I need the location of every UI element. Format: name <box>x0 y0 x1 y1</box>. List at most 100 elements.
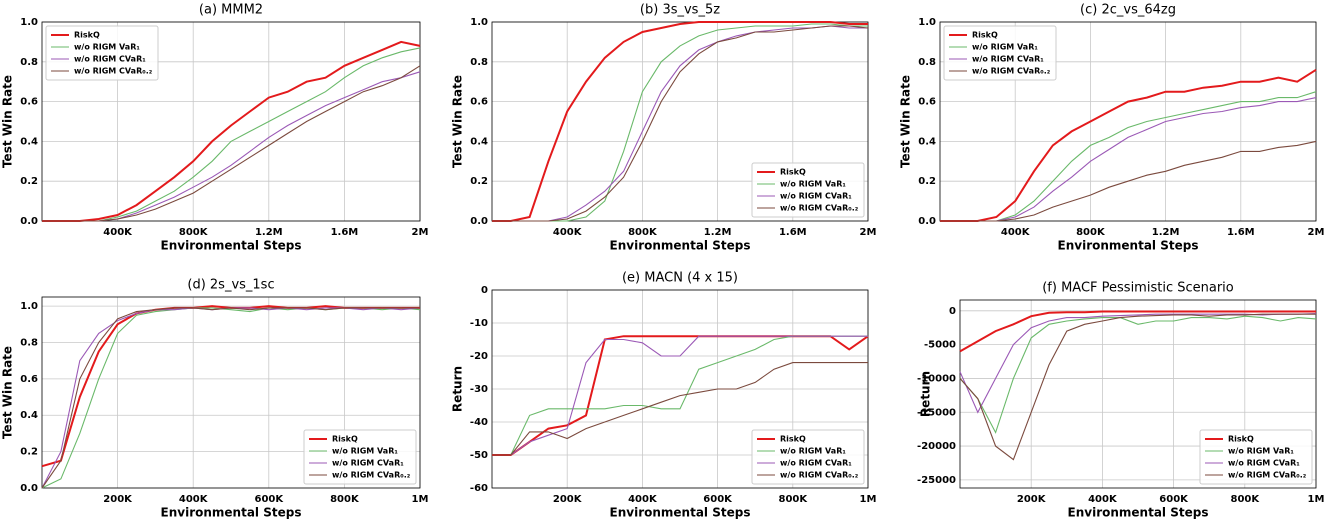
x-axis-label: Environmental Steps <box>1058 239 1199 253</box>
y-tick-label: 0.2 <box>20 176 38 187</box>
x-axis-label: Environmental Steps <box>610 239 751 253</box>
y-axis-label: Test Win Rate <box>899 75 913 168</box>
y-tick-label: -60 <box>470 483 488 494</box>
y-tick-label: -25000 <box>917 475 956 486</box>
legend-label: RiskQ <box>780 435 806 444</box>
plot-frame <box>41 21 421 222</box>
y-tick-label: 1.0 <box>20 17 38 28</box>
y-axis-label: Test Win Rate <box>451 75 465 168</box>
y-tick-label: 0.6 <box>918 97 936 108</box>
panel: (f) MACF Pessimistic Scenario Environment… <box>917 281 1324 520</box>
legend-label: w/o RIGM CVaR₁ <box>780 192 852 201</box>
y-tick-label: 0.0 <box>20 483 38 494</box>
series-line <box>42 40 421 222</box>
y-axis-label: Return <box>919 371 933 417</box>
legend-box <box>45 25 159 81</box>
series-line <box>492 25 869 222</box>
series-line <box>940 140 1317 222</box>
series-line <box>42 65 421 222</box>
series-line <box>940 68 1317 222</box>
y-tick-label: -50 <box>470 450 488 461</box>
y-tick-label: -10 <box>470 318 488 329</box>
legend-label: w/o RIGM CVaR₀.₂ <box>74 67 153 76</box>
y-axis-label: Test Win Rate <box>1 346 15 439</box>
x-tick-label: 200K <box>1017 494 1047 505</box>
plot-frame <box>41 296 421 489</box>
x-tick-label: 400K <box>1001 227 1031 238</box>
legend-box <box>303 429 417 485</box>
x-tick-label: 1.6M <box>331 227 359 238</box>
legend-label: RiskQ <box>972 31 998 40</box>
y-tick-label: 0.4 <box>20 410 38 421</box>
series-line <box>959 312 1317 414</box>
plot-frame <box>491 289 869 489</box>
legend-label: RiskQ <box>332 435 358 444</box>
panel: (b) 3s_vs_5z Environmental Steps Test Win … <box>451 3 877 253</box>
panel-title: (c) 2c_vs_64zg <box>1080 3 1176 18</box>
x-tick-label: 600K <box>703 494 733 505</box>
legend-label: w/o RIGM CVaR₁ <box>1228 459 1300 468</box>
x-tick-label: 2M <box>860 227 877 238</box>
x-tick-label: 400K <box>1088 494 1118 505</box>
legend-label: w/o RIGM CVaR₁ <box>780 459 852 468</box>
x-tick-label: 1.6M <box>1227 227 1255 238</box>
y-tick-label: 0.0 <box>918 216 936 227</box>
legend-label: RiskQ <box>1228 435 1254 444</box>
series-line <box>492 362 868 456</box>
legend-label: RiskQ <box>74 31 100 40</box>
y-tick-label: 1.0 <box>918 17 936 28</box>
y-tick-label: 0.6 <box>470 97 488 108</box>
panel-title: (f) MACF Pessimistic Scenario <box>1042 281 1234 296</box>
series-line <box>42 47 421 222</box>
legend-label: w/o RIGM VaR₁ <box>972 43 1038 52</box>
x-tick-label: 200K <box>103 494 133 505</box>
panel-title: (d) 2s_vs_1sc <box>187 278 274 293</box>
x-tick-label: 400K <box>628 494 658 505</box>
x-tick-label: 600K <box>1159 494 1189 505</box>
x-tick-label: 1.6M <box>779 227 807 238</box>
legend-label: w/o RIGM CVaR₀.₂ <box>332 471 411 480</box>
series-line <box>940 91 1317 222</box>
x-axis-label: Environmental Steps <box>610 506 751 520</box>
y-tick-label: -15000 <box>917 407 956 418</box>
x-tick-label: 800K <box>330 494 360 505</box>
series-line <box>959 315 1317 434</box>
plot-frame <box>959 299 1317 489</box>
series-line <box>940 97 1317 222</box>
legend-label: w/o RIGM VaR₁ <box>74 43 140 52</box>
x-tick-label: 800K <box>179 227 209 238</box>
y-tick-label: 0.2 <box>470 176 488 187</box>
legend-label: w/o RIGM CVaR₁ <box>332 459 404 468</box>
x-tick-label: 2M <box>412 227 429 238</box>
panel: (a) MMM2 Environmental Steps Test Win Rate… <box>1 3 429 253</box>
y-tick-label: -5000 <box>924 340 956 351</box>
plot-frame <box>939 21 1317 222</box>
x-tick-label: 1.2M <box>1152 227 1180 238</box>
x-tick-label: 800K <box>1230 494 1260 505</box>
x-axis-label: Environmental Steps <box>161 239 302 253</box>
series-line <box>959 310 1316 353</box>
x-tick-label: 400K <box>553 227 583 238</box>
x-tick-label: 200K <box>553 494 583 505</box>
y-tick-label: -20000 <box>917 441 956 452</box>
series-line <box>492 335 868 456</box>
panel: (d) 2s_vs_1sc Environmental Steps Test Win… <box>1 278 429 520</box>
legend-label: w/o RIGM VaR₁ <box>332 447 398 456</box>
y-tick-label: 0.2 <box>918 176 936 187</box>
panel-title: (b) 3s_vs_5z <box>640 3 720 18</box>
series-line <box>492 21 868 222</box>
x-tick-label: 2M <box>1308 227 1325 238</box>
legend-label: RiskQ <box>780 168 806 177</box>
y-tick-label: 0.8 <box>470 57 488 68</box>
x-tick-label: 1.2M <box>704 227 732 238</box>
y-axis-label: Test Win Rate <box>1 75 15 168</box>
series-line <box>492 25 868 222</box>
y-tick-label: -40 <box>470 417 488 428</box>
panel: (c) 2c_vs_64zg Environmental Steps Test Wi… <box>899 3 1325 253</box>
x-axis-label: Environmental Steps <box>1068 506 1209 520</box>
y-tick-label: 1.0 <box>470 17 488 28</box>
legend-box <box>751 162 865 218</box>
x-tick-label: 1.2M <box>255 227 283 238</box>
y-tick-label: 0.6 <box>20 374 38 385</box>
